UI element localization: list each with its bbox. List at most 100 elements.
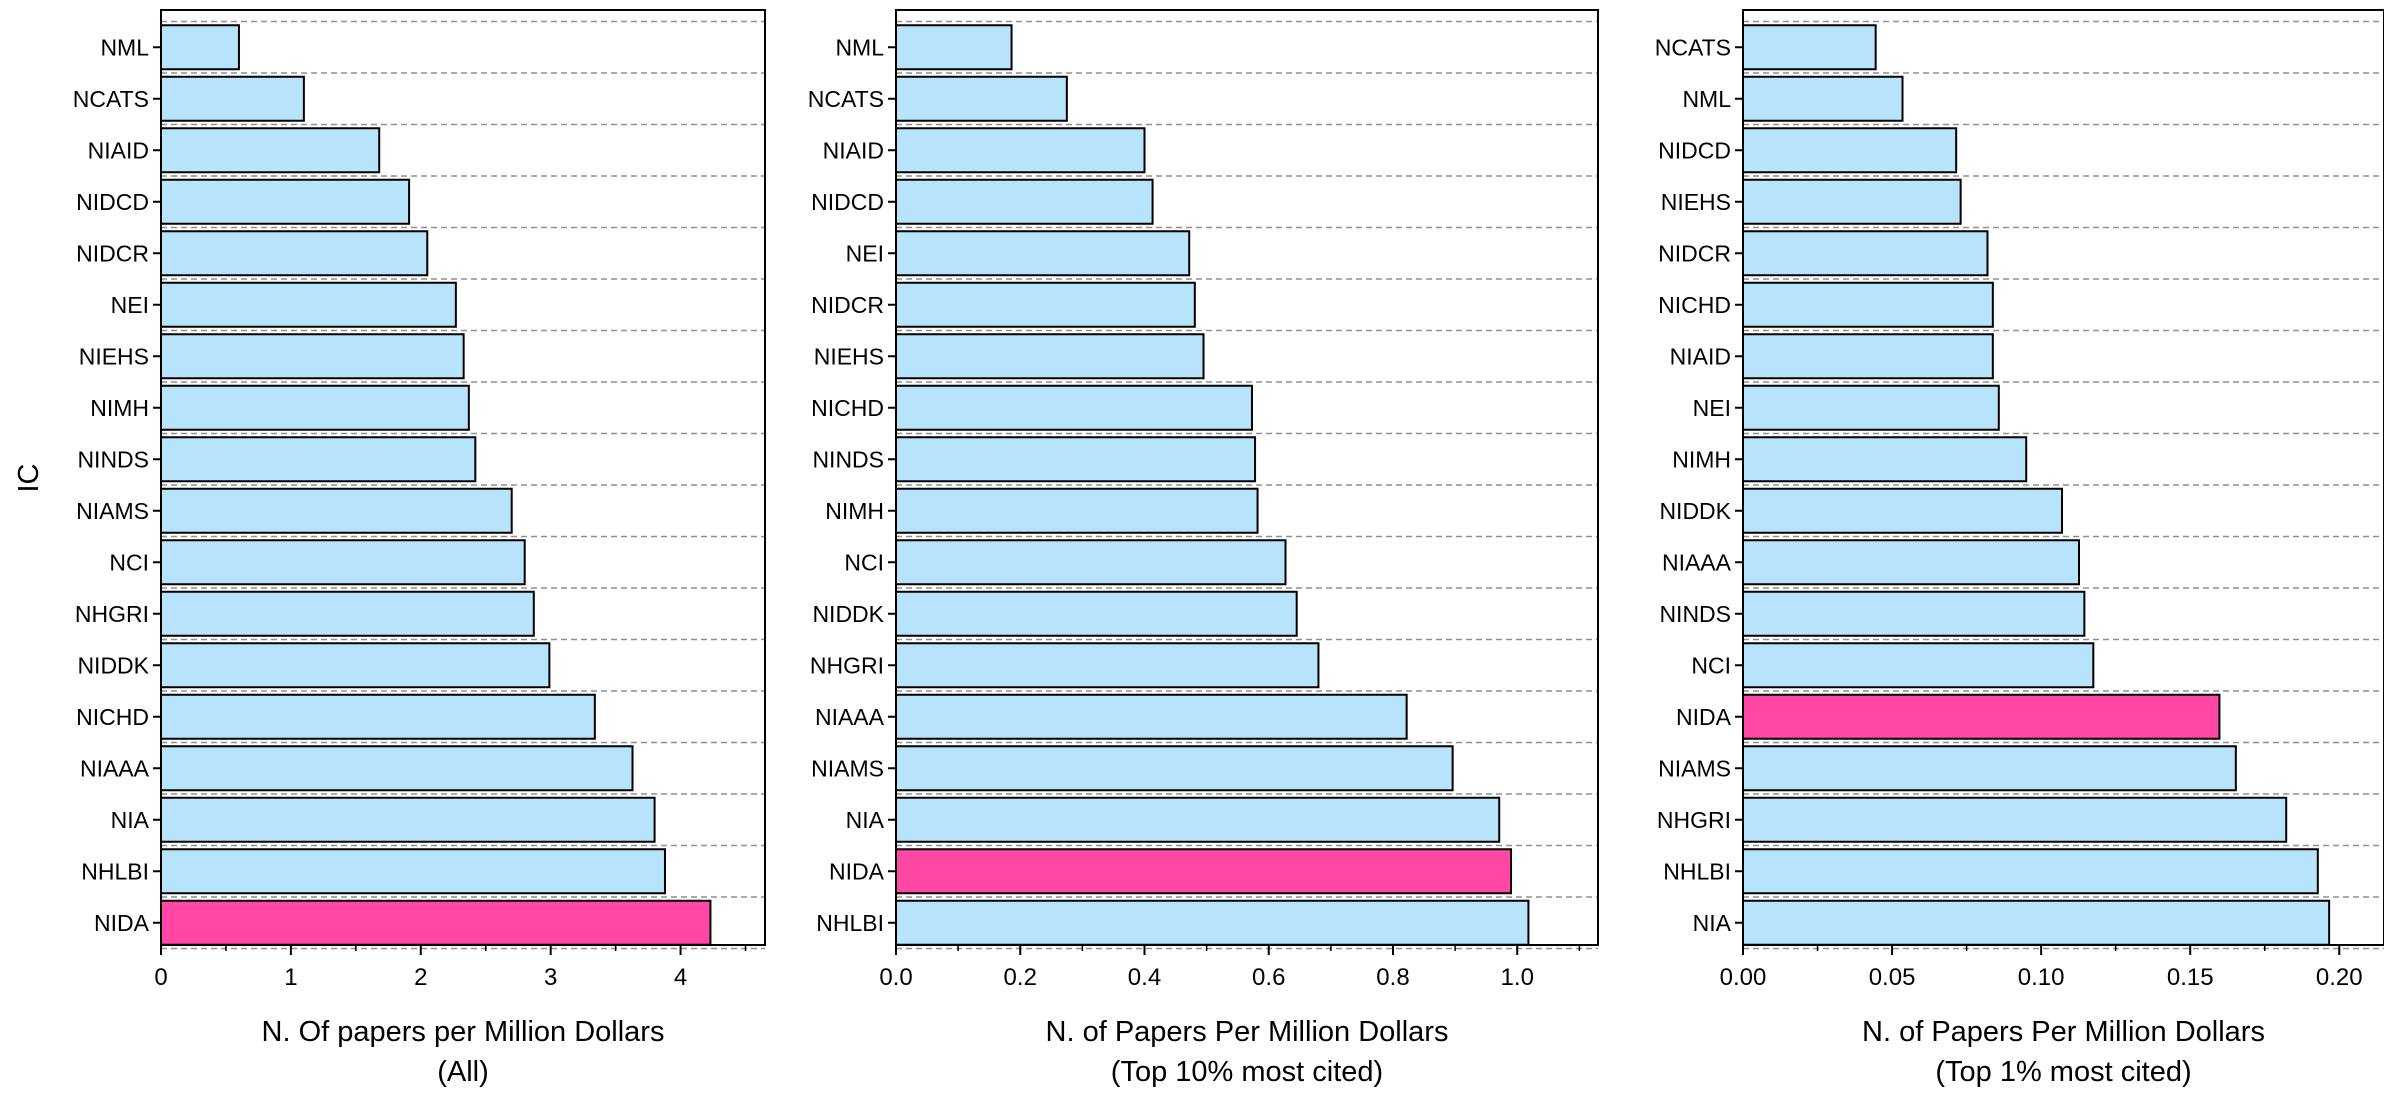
category-label: NINDS (812, 446, 884, 472)
bar (1742, 75, 1904, 122)
x-tick-label: 0.2 (1004, 964, 1037, 991)
x-tick-label: 3 (544, 964, 557, 991)
bar (1742, 281, 1994, 328)
category-label: NIDA (1676, 704, 1732, 730)
x-tick-label: 0.4 (1128, 964, 1161, 991)
x-tick-label: 0.20 (2316, 964, 2363, 991)
category-label: NIEHS (1661, 189, 1731, 215)
bar (895, 745, 1454, 792)
bar-highlight (1742, 693, 2221, 740)
bar (160, 384, 470, 431)
bar (160, 590, 535, 637)
bar (160, 693, 596, 740)
bar (895, 178, 1154, 225)
category-label: NIAID (88, 137, 149, 163)
bar (160, 230, 429, 277)
bar (1742, 487, 2064, 534)
x-axis-sublabel: (All) (437, 1056, 489, 1088)
bar (160, 281, 457, 328)
category-label: NCATS (73, 86, 149, 112)
x-axis-label: N. of Papers Per Million Dollars (1862, 1016, 2265, 1048)
category-label: NCI (1691, 652, 1731, 678)
bar (160, 796, 656, 843)
category-label: NHLBI (816, 910, 884, 936)
category-label: NHGRI (75, 601, 149, 627)
plot-frame (895, 9, 1599, 946)
category-label: NIAMS (1658, 755, 1731, 781)
category-label: NIMH (825, 498, 884, 524)
y-axis-label: IC (13, 464, 45, 493)
category-label: NIDDK (1659, 498, 1731, 524)
bar (1742, 796, 2288, 843)
category-label: NIDCD (1658, 137, 1731, 163)
category-label: NIAMS (811, 755, 884, 781)
bar (1742, 848, 2319, 895)
bar (1742, 333, 1994, 380)
category-label: NIA (846, 807, 885, 833)
bar (895, 436, 1257, 483)
x-tick-label: 4 (674, 964, 687, 991)
x-tick-label: 0 (154, 964, 167, 991)
chart-panel-top1: NCATS NML NIDCD NIEHS NIDCR NICHD NIAID NEI NIMH… (1655, 9, 2384, 1088)
category-label: NEI (846, 240, 884, 266)
category-label: NCATS (1655, 34, 1731, 60)
bar (1742, 539, 2081, 586)
category-label: NIEHS (814, 343, 884, 369)
category-label: NML (835, 34, 884, 60)
category-label: NCATS (808, 86, 884, 112)
bar (895, 642, 1320, 689)
category-label: NINDS (77, 446, 149, 472)
bar (895, 899, 1530, 946)
plot-frame (160, 9, 766, 946)
category-label: NIAID (1670, 343, 1731, 369)
bar (1742, 384, 2000, 431)
category-label: NEI (111, 292, 149, 318)
category-label: NIAAA (815, 704, 885, 730)
bar (160, 487, 513, 534)
x-tick-label: 0.6 (1252, 964, 1285, 991)
bar (1742, 230, 1989, 277)
bar (895, 487, 1259, 534)
bar-highlight (895, 848, 1513, 895)
category-label: NIAAA (80, 755, 150, 781)
category-label: NICHD (1658, 292, 1731, 318)
bar (895, 539, 1287, 586)
x-axis-sublabel: (Top 1% most cited) (1935, 1056, 2191, 1088)
bar (160, 75, 305, 122)
bar (160, 539, 526, 586)
bar (1742, 590, 2086, 637)
bar (160, 436, 477, 483)
category-label: NEI (1693, 395, 1731, 421)
bar (895, 693, 1408, 740)
bar (895, 281, 1196, 328)
category-label: NHLBI (81, 858, 149, 884)
category-label: NINDS (1659, 601, 1731, 627)
category-label: NIMH (90, 395, 149, 421)
category-label: NIA (1693, 910, 1732, 936)
bar (160, 848, 666, 895)
category-label: NIAID (823, 137, 884, 163)
bar (1742, 127, 1958, 174)
category-label: NIDDK (812, 601, 884, 627)
x-tick-label: 0.0 (879, 964, 912, 991)
category-label: NML (100, 34, 149, 60)
category-label: NCI (844, 549, 884, 575)
category-label: NICHD (76, 704, 149, 730)
bar (160, 642, 551, 689)
bar (895, 333, 1205, 380)
x-axis-label: N. of Papers Per Million Dollars (1046, 1016, 1449, 1048)
category-label: NICHD (811, 395, 884, 421)
x-axis-sublabel: (Top 10% most cited) (1111, 1056, 1383, 1088)
category-label: NIDA (829, 858, 885, 884)
x-tick-label: 0.00 (1720, 964, 1767, 991)
bar-highlight (160, 899, 712, 946)
bar (160, 24, 240, 71)
category-label: NHGRI (810, 652, 884, 678)
chart-panel-all: NML NCATS NIAID NIDCD NIDCR NEI NIEHS NIMH NINDS… (13, 9, 766, 1088)
category-label: NHGRI (1657, 807, 1731, 833)
category-label: NIEHS (79, 343, 149, 369)
bar (1742, 178, 1962, 225)
x-tick-label: 0.15 (2167, 964, 2214, 991)
bar (160, 127, 381, 174)
